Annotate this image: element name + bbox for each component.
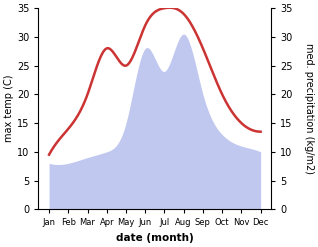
Y-axis label: max temp (C): max temp (C): [4, 75, 14, 143]
Y-axis label: med. precipitation (kg/m2): med. precipitation (kg/m2): [304, 43, 314, 174]
X-axis label: date (month): date (month): [116, 233, 194, 243]
